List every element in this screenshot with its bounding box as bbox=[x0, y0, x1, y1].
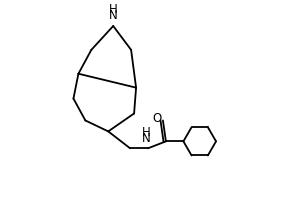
Text: H: H bbox=[142, 126, 150, 139]
Text: O: O bbox=[153, 112, 162, 125]
Text: N: N bbox=[142, 132, 150, 145]
Text: N: N bbox=[109, 9, 118, 22]
Text: H: H bbox=[109, 3, 118, 16]
